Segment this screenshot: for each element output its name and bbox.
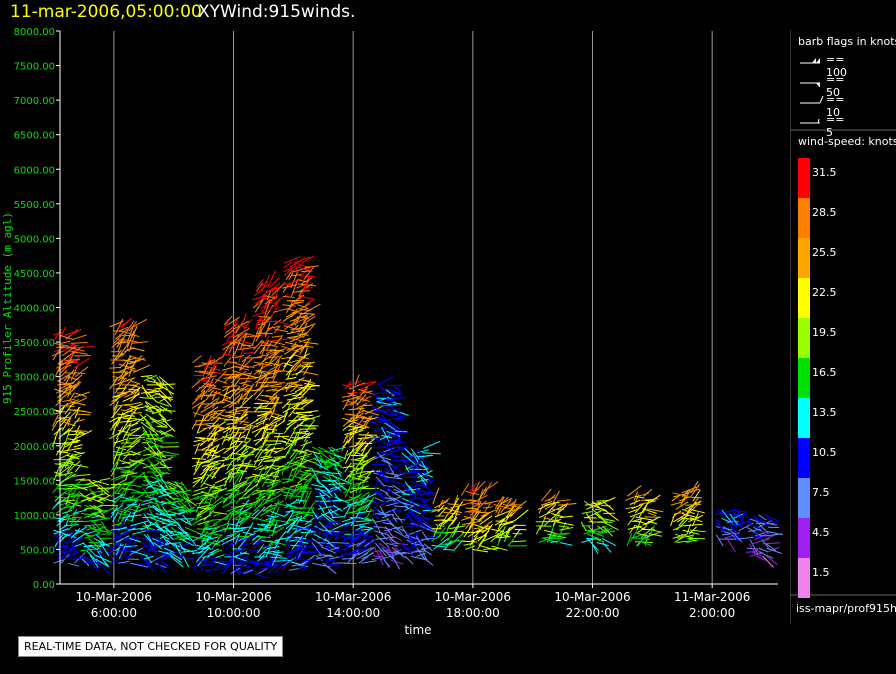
colorbar-label-0: 31.5: [812, 166, 837, 179]
barb-legend-title: barb flags in knots: [798, 35, 896, 48]
colorbar-swatch-6: [798, 398, 810, 438]
wind-profile-20: [714, 509, 754, 553]
colorbar-swatch-4: [798, 318, 810, 358]
axes: [59, 31, 778, 585]
colorbar-swatch-2: [798, 238, 810, 278]
wind-profile-1: [79, 477, 119, 575]
colorbar-label-4: 19.5: [812, 326, 837, 339]
wind-profile-2: [109, 317, 151, 568]
legend-panel: barb flags in knots == 100 == 50 == 10 =…: [790, 30, 896, 624]
x-tick-date-3: 10-Mar-2006: [435, 590, 511, 604]
x-tick-time-2: 14:00:00: [326, 606, 380, 620]
x-tick-date-0: 10-Mar-2006: [76, 590, 152, 604]
colorbar-swatch-7: [798, 438, 810, 478]
x-tick-time-1: 10:00:00: [207, 606, 261, 620]
wind-profile-17: [580, 497, 619, 555]
y-tick-label-13: 6500.00: [14, 131, 55, 142]
barb-5-icon: [800, 118, 820, 124]
x-tick-labels: 10-Mar-2006 6:00:00 10-Mar-2006 10:00:00 10-…: [76, 584, 750, 620]
x-tick-date-2: 10-Mar-2006: [315, 590, 391, 604]
colorbar-label-3: 22.5: [812, 286, 837, 299]
wind-profile-7: [251, 270, 293, 579]
y-tick-label-6: 3000.00: [14, 373, 55, 384]
y-tick-label-0: 0.00: [33, 580, 55, 591]
x-tick-time-4: 22:00:00: [566, 606, 620, 620]
colorbar-swatch-5: [798, 358, 810, 398]
colorbar-swatch-9: [798, 518, 810, 558]
barb-flag-5-label: == 5: [826, 113, 845, 139]
y-axis-label: 915 Profiler Altitude (m agl): [1, 212, 14, 404]
wind-profile-14: [460, 480, 501, 553]
wind-profile-11: [370, 376, 411, 570]
grid-lines: [113, 31, 713, 584]
colorbar-label-2: 25.5: [812, 246, 837, 259]
wind-profile-0: [51, 326, 94, 567]
y-tick-label-16: 8000.00: [14, 27, 55, 38]
wind-profile-3: [139, 374, 180, 572]
x-tick-date-4: 10-Mar-2006: [554, 590, 630, 604]
y-tick-label-2: 1000.00: [14, 511, 55, 522]
x-tick-time-5: 2:00:00: [689, 606, 735, 620]
x-tick-time-0: 6:00:00: [91, 606, 137, 620]
wind-profile-19: [670, 480, 706, 543]
wind-profile-12: [400, 440, 442, 566]
y-tick-label-14: 7000.00: [14, 96, 55, 107]
barb-100-icon: [800, 58, 820, 64]
colorbar-label-6: 13.5: [812, 406, 837, 419]
colorbar-swatch-1: [798, 198, 810, 238]
wind-profile-21: [745, 514, 783, 568]
barb-flag-100-label: == 100: [826, 53, 847, 79]
y-tick-label-3: 1500.00: [14, 476, 55, 487]
y-tick-label-15: 7500.00: [14, 62, 55, 73]
wind-profile-8: [281, 255, 321, 571]
colorbar-swatch-3: [798, 278, 810, 318]
speed-legend-title: wind-speed: knots: [798, 135, 896, 148]
x-tick-date-5: 11-Mar-2006: [674, 590, 750, 604]
y-tick-label-11: 5500.00: [14, 200, 55, 211]
x-axis-label: time: [404, 623, 431, 634]
colorbar-label-9: 4.5: [812, 526, 830, 539]
colorbar-label-8: 7.5: [812, 486, 830, 499]
barb-50-icon: [800, 82, 820, 87]
colorbar-swatch-0: [798, 158, 810, 198]
barb-flag-50-label: == 50: [826, 73, 845, 99]
colorbar-label-10: 1.5: [812, 566, 830, 579]
y-tick-label-1: 500.00: [20, 545, 55, 556]
colorbar-label-1: 28.5: [812, 206, 837, 219]
y-tick-labels: 0.00 500.00 1000.00 1500.00 2000.00 2500.00 30…: [14, 27, 60, 591]
wind-profile-10: [341, 374, 382, 564]
wind-profile-9: [311, 446, 352, 575]
barb-flag-10-label: == 10: [826, 93, 845, 119]
colorbar-label-7: 10.5: [812, 446, 837, 459]
barb-10-icon: [800, 95, 824, 104]
chart-title-date: 11-mar-2006,05:00:00: [10, 2, 202, 22]
x-tick-time-3: 18:00:00: [446, 606, 500, 620]
wind-profile-5: [191, 355, 232, 571]
wind-profile-13: [431, 487, 467, 551]
colorbar-swatch-10: [798, 558, 810, 598]
wind-profile-18: [625, 485, 664, 547]
wind-profile-6: [221, 313, 262, 575]
x-tick-date-1: 10-Mar-2006: [195, 590, 271, 604]
y-tick-label-7: 3500.00: [14, 338, 55, 349]
y-tick-label-10: 5000.00: [14, 234, 55, 245]
wind-barbs: [51, 255, 783, 579]
y-tick-label-5: 2500.00: [14, 407, 55, 418]
y-tick-label-9: 4500.00: [14, 269, 55, 280]
wind-profile-16: [535, 488, 577, 546]
y-tick-label-4: 2000.00: [14, 442, 55, 453]
y-tick-label-12: 6000.00: [14, 165, 55, 176]
wind-profile-4: [161, 481, 203, 568]
instrument-id: iss-mapr/prof915h: [796, 602, 896, 615]
chart-title-product: XYWind:915winds.: [198, 2, 356, 22]
wind-profile-15: [490, 495, 529, 551]
quality-disclaimer: REAL-TIME DATA, NOT CHECKED FOR QUALITY: [18, 636, 284, 657]
colorbar-swatch-8: [798, 478, 810, 518]
colorbar-label-5: 16.5: [812, 366, 837, 379]
y-tick-label-8: 4000.00: [14, 304, 55, 315]
wind-profile-chart: 0.00 500.00 1000.00 1500.00 2000.00 2500.00 30…: [1, 27, 783, 634]
